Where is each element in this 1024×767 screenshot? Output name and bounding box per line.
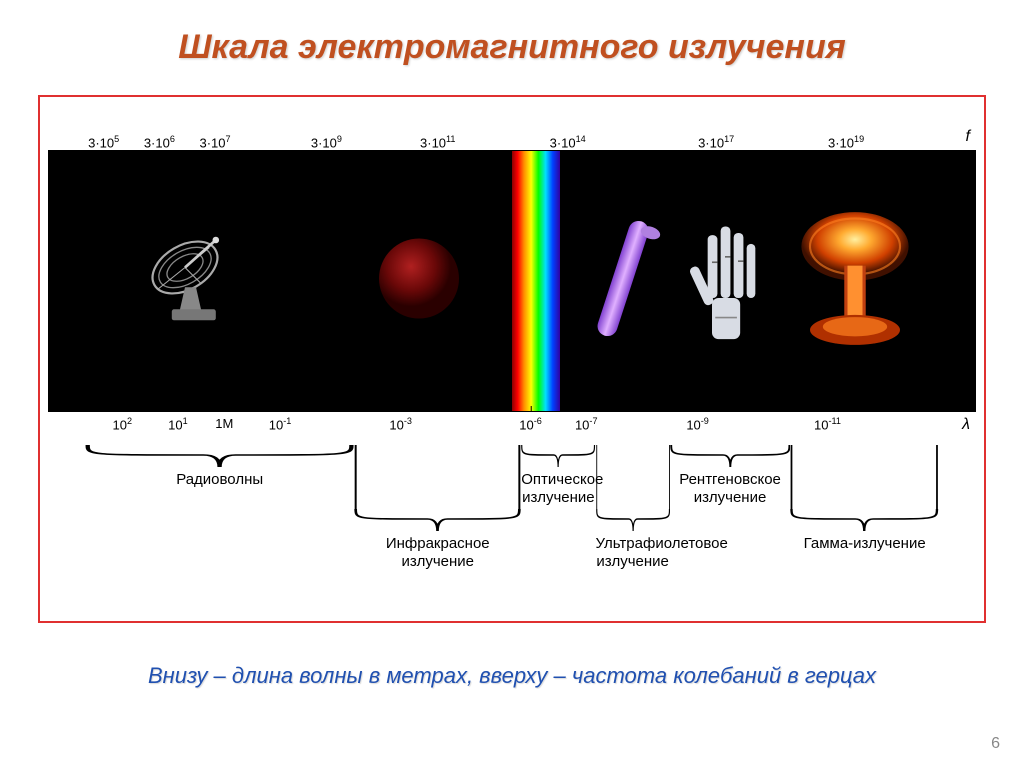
- spectrum-diagram: f 3·105 3·106 3·107 3·109 3·1011 3·1014 3·1017…: [38, 95, 986, 623]
- page-number: 6: [991, 735, 1000, 753]
- xray-hand-icon: [680, 214, 770, 349]
- spectrum-region: Радиоволны: [85, 445, 354, 489]
- freq-tick: 3·1017: [698, 134, 734, 150]
- freq-tick: 3·105: [88, 134, 119, 150]
- spectrum-region: Оптическоеизлучение: [521, 445, 595, 507]
- freq-tick: 3·107: [199, 134, 230, 150]
- spectrum-region: Гамма-излучение: [790, 509, 938, 553]
- region-label: Оптическоеизлучение: [521, 471, 595, 507]
- freq-axis-label: f: [966, 128, 970, 146]
- diagram-caption: Внизу – длина волны в метрах, вверху – ч…: [0, 663, 1024, 689]
- gamma-explosion-icon: [790, 204, 920, 359]
- wave-tick: 101: [168, 416, 188, 432]
- wave-tick: 10-9: [686, 416, 709, 432]
- wave-tick: 10-11: [814, 416, 841, 432]
- region-labels-row: Радиоволны Инфракрасноеизлучение Оптичес…: [48, 445, 976, 605]
- page-title: Шкала электромагнитного излучения: [0, 0, 1024, 67]
- spectrum-region: Рентгеновскоеизлучение: [670, 445, 791, 507]
- wave-tick: 1М: [215, 416, 233, 431]
- spectrum-region: Ультрафиолетовоеизлучение: [596, 509, 670, 571]
- freq-tick: 3·1011: [420, 134, 455, 150]
- spectrum-region: Инфракрасноеизлучение: [354, 509, 521, 571]
- region-label: Ультрафиолетовоеизлучение: [596, 535, 670, 571]
- uv-tube-icon: [578, 209, 668, 354]
- wave-tick: 102: [112, 416, 132, 432]
- freq-tick: 3·1019: [828, 134, 864, 150]
- wave-tick: 10-7: [575, 416, 598, 432]
- freq-tick: 3·1014: [550, 134, 586, 150]
- radio-antenna-icon: [141, 224, 251, 339]
- wave-tick: 10-6: [519, 416, 542, 432]
- wave-axis-label: λ: [962, 416, 970, 434]
- freq-tick: 3·109: [311, 134, 342, 150]
- freq-tick: 3·106: [144, 134, 175, 150]
- region-label: Гамма-излучение: [790, 535, 938, 553]
- wave-tick: 10-1: [269, 416, 292, 432]
- wavelength-scale: λ 102 101 1М 10-1 10-3 10-6 10-7 10-9 10-11: [48, 411, 976, 445]
- frequency-scale: f 3·105 3·106 3·107 3·109 3·1011 3·1014 3·1017…: [48, 109, 976, 151]
- region-label: Рентгеновскоеизлучение: [670, 471, 791, 507]
- region-label: Радиоволны: [85, 471, 354, 489]
- visible-light-rainbow: [512, 151, 560, 411]
- region-label: Инфракрасноеизлучение: [354, 535, 521, 571]
- spectrum-band: [48, 151, 976, 411]
- infrared-sphere-icon: [369, 229, 469, 334]
- wave-tick: 10-3: [389, 416, 412, 432]
